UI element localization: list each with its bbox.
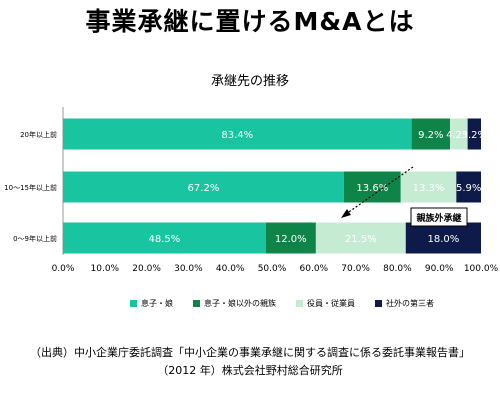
x-tick-label: 60.0% xyxy=(300,264,329,274)
x-tick-label: 70.0% xyxy=(341,264,370,274)
chart-legend: 息子・娘 息子・娘以外の親族 役員・従業員 社外の第三者 xyxy=(130,298,434,309)
data-label: 5.9% xyxy=(456,183,481,194)
data-label: 18.0% xyxy=(427,234,459,245)
bar-segment xyxy=(400,171,457,203)
bar-segment xyxy=(450,118,468,150)
x-tick-label: 30.0% xyxy=(174,264,203,274)
x-tick-label: 50.0% xyxy=(258,264,287,274)
bar-segment xyxy=(315,222,406,254)
legend-label: 社外の第三者 xyxy=(386,299,434,308)
bar-segment xyxy=(63,222,266,254)
x-tick-label: 0.0% xyxy=(52,264,75,274)
bar-segment xyxy=(405,222,481,254)
data-label: 13.6% xyxy=(356,183,388,194)
bar-segment xyxy=(456,171,481,203)
bar-segment xyxy=(63,118,412,150)
legend-swatch xyxy=(296,300,303,307)
data-label: 83.4% xyxy=(221,130,253,141)
legend-label: 息子・娘以外の親族 xyxy=(204,299,276,308)
data-label: 21.5% xyxy=(345,234,377,245)
legend-item-sons-daughters: 息子・娘 xyxy=(130,298,173,309)
legend-swatch xyxy=(375,300,382,307)
data-label: 3.2% xyxy=(462,130,487,141)
data-label: 13.3% xyxy=(413,183,445,194)
data-label: 9.2% xyxy=(418,130,443,141)
bar-segment xyxy=(467,118,481,150)
legend-item-third-party: 社外の第三者 xyxy=(375,298,434,309)
category-label: 0～9年以上前 xyxy=(13,234,57,243)
legend-swatch xyxy=(130,300,137,307)
bar-segment xyxy=(63,171,344,203)
data-label: 4.2% xyxy=(446,130,471,141)
x-tick-label: 100.0% xyxy=(464,264,499,274)
bar-segment xyxy=(265,222,316,254)
annotation-box xyxy=(410,207,468,227)
main-title: 事業承継に置けるM&Aとは xyxy=(85,7,415,36)
legend-label: 息子・娘 xyxy=(141,299,173,308)
x-tick-label: 20.0% xyxy=(132,264,161,274)
source-line-2: （2012 年）株式会社野村総合研究所 xyxy=(157,364,343,377)
data-label: 48.5% xyxy=(148,234,180,245)
category-label: 10～15年以上前 xyxy=(4,183,57,192)
legend-swatch xyxy=(193,300,200,307)
x-tick-label: 10.0% xyxy=(91,264,120,274)
data-label: 67.2% xyxy=(188,183,220,194)
chart-title: 承継先の推移 xyxy=(210,74,289,89)
legend-item-employees: 役員・従業員 xyxy=(296,298,355,309)
data-label: 12.0% xyxy=(275,234,307,245)
annotation-arrow-line xyxy=(345,166,414,215)
source-line-1: （出典）中小企業庁委託調査「中小企業の事業承継に関する調査に係る委託事業報告書」 xyxy=(30,346,470,359)
x-tick-label: 90.0% xyxy=(425,264,454,274)
category-label: 20年以上前 xyxy=(20,130,57,139)
legend-item-other-relatives: 息子・娘以外の親族 xyxy=(193,298,276,309)
bar-segment xyxy=(343,171,401,203)
bar-segment xyxy=(411,118,451,150)
legend-label: 役員・従業員 xyxy=(307,299,355,308)
annotation-arrow-head xyxy=(341,209,351,218)
annotation-text: 親族外承継 xyxy=(416,212,461,224)
x-tick-label: 80.0% xyxy=(383,264,412,274)
x-tick-label: 40.0% xyxy=(216,264,245,274)
